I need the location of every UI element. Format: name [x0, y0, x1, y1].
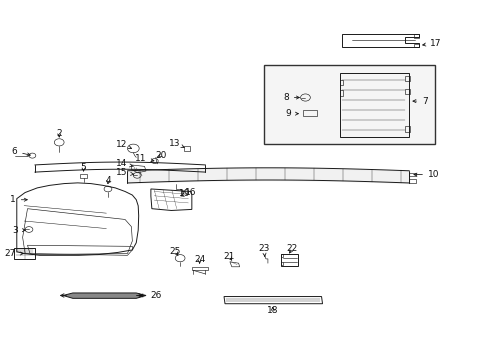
Text: 7: 7 — [412, 96, 427, 105]
Text: 16: 16 — [181, 188, 196, 197]
Bar — [264, 65, 434, 144]
Text: 14: 14 — [116, 159, 133, 168]
Polygon shape — [63, 293, 146, 298]
Text: 17: 17 — [422, 39, 441, 48]
Text: 18: 18 — [266, 306, 278, 315]
Text: 19: 19 — [179, 189, 190, 198]
Text: 25: 25 — [169, 247, 181, 256]
Text: 21: 21 — [223, 252, 234, 261]
Text: 1: 1 — [10, 195, 27, 204]
Text: 15: 15 — [116, 168, 133, 177]
Text: 23: 23 — [258, 244, 269, 256]
Text: 6: 6 — [11, 147, 30, 156]
Text: 20: 20 — [155, 151, 166, 160]
Text: 13: 13 — [168, 139, 184, 148]
Text: 22: 22 — [286, 244, 297, 253]
Text: 2: 2 — [56, 129, 62, 138]
Text: 4: 4 — [105, 176, 111, 185]
Text: 26: 26 — [140, 291, 161, 300]
Text: 11: 11 — [135, 154, 154, 163]
Text: 9: 9 — [285, 109, 298, 118]
Text: 3: 3 — [12, 226, 25, 235]
Text: 12: 12 — [116, 140, 131, 149]
Text: 5: 5 — [81, 163, 86, 172]
Text: 24: 24 — [194, 255, 205, 264]
Text: 27: 27 — [5, 249, 23, 258]
Text: 10: 10 — [413, 170, 439, 179]
Text: 8: 8 — [283, 93, 299, 102]
